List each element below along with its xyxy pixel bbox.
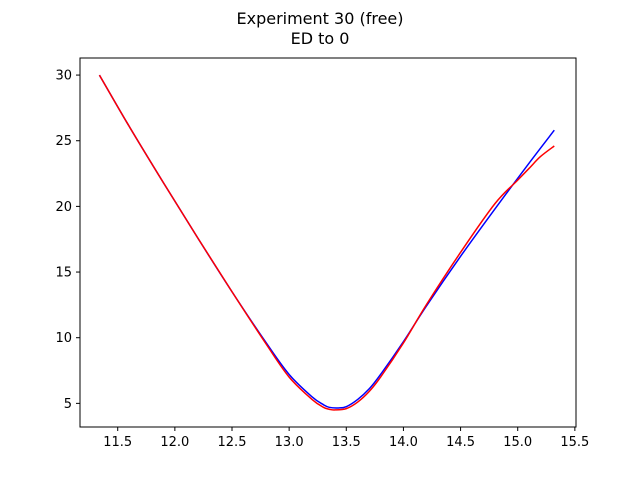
chart-subtitle: ED to 0: [290, 29, 350, 48]
y-tick-label: 10: [55, 331, 72, 346]
plot-area-frame: [79, 57, 577, 428]
y-axis: 5 10 15 20 25 30: [55, 69, 80, 412]
y-tick-label: 5: [64, 397, 72, 412]
x-tick-label: 13.0: [275, 435, 304, 450]
x-tick-label: 12.0: [160, 435, 189, 450]
x-axis: 11.5 12.0 12.5 13.0 13.5 14.0 14.5 15.0 15.5: [103, 427, 589, 450]
y-tick-label: 30: [55, 69, 72, 84]
x-tick-label: 12.5: [218, 435, 247, 450]
y-tick-label: 25: [55, 134, 72, 149]
x-tick-label: 13.5: [332, 435, 361, 450]
series-line-red: [98, 74, 555, 411]
series-line-blue: [98, 74, 555, 409]
chart-title: Experiment 30 (free): [236, 9, 404, 28]
x-tick-label: 11.5: [103, 435, 132, 450]
x-tick-label: 15.5: [560, 435, 589, 450]
x-tick-label: 14.0: [389, 435, 418, 450]
x-tick-label: 15.0: [503, 435, 532, 450]
y-tick-label: 20: [55, 200, 72, 215]
y-tick-label: 15: [55, 266, 72, 281]
x-tick-label: 14.5: [446, 435, 475, 450]
series-layer: [98, 74, 555, 411]
